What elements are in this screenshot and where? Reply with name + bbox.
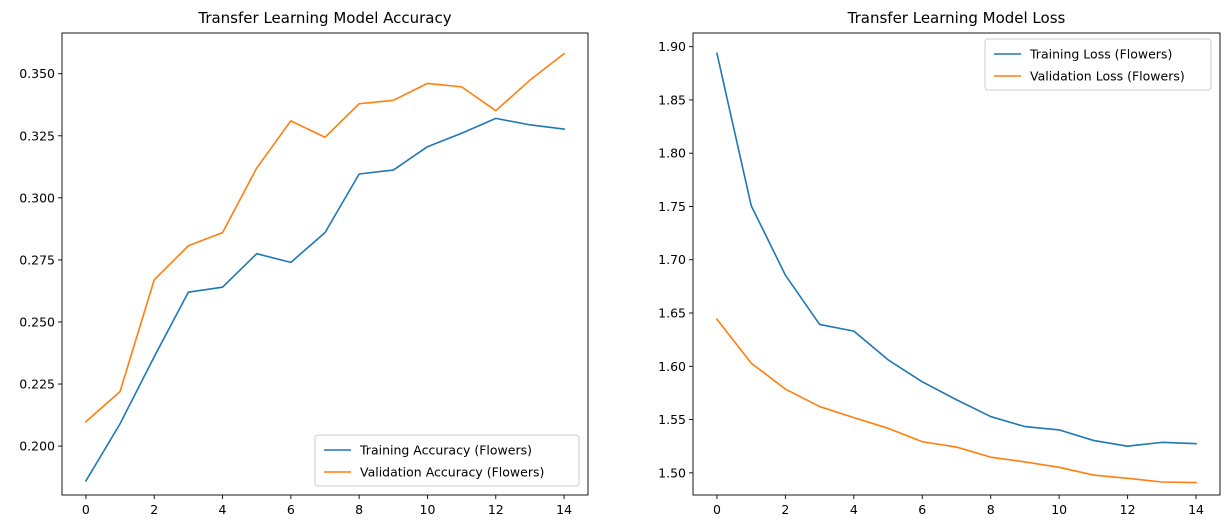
- loss-y-tick-label: 1.55: [658, 412, 686, 427]
- accuracy-x-tick-label: 12: [488, 502, 504, 517]
- accuracy-y-tick-label: 0.250: [19, 314, 55, 329]
- accuracy-x-tick-label: 2: [150, 502, 158, 517]
- accuracy-y-tick-label: 0.350: [19, 66, 55, 81]
- loss-legend-box: [984, 38, 1212, 91]
- accuracy-y-tick-label: 0.325: [19, 128, 55, 143]
- loss-x-tick-label: 10: [1051, 502, 1067, 517]
- loss-series-line-validation: [715, 318, 1197, 484]
- loss-series-line-training: [715, 52, 1197, 448]
- loss-x-tick-label: 14: [1188, 502, 1204, 517]
- loss-y-tick-label: 1.80: [658, 146, 686, 161]
- loss-x-tick-label: 6: [918, 502, 926, 517]
- loss-chart-panel: Transfer Learning Model Loss 0 2 4 6 8 10 12 14 1…: [658, 9, 1221, 517]
- accuracy-x-tick-label: 14: [556, 502, 572, 517]
- accuracy-series-line-validation: [84, 52, 566, 423]
- loss-x-tick-label: 0: [713, 502, 721, 517]
- loss-plot-frame: [692, 32, 1221, 496]
- accuracy-y-tick-label: 0.200: [19, 439, 55, 454]
- loss-y-tick-label: 1.50: [658, 465, 686, 480]
- loss-y-tick-label: 1.75: [658, 199, 686, 214]
- loss-y-tick-label: 1.90: [658, 39, 686, 54]
- accuracy-chart-title: Transfer Learning Model Accuracy: [197, 9, 451, 27]
- loss-y-tick-label: 1.65: [658, 306, 686, 321]
- accuracy-legend-label-validation: Validation Accuracy (Flowers): [360, 465, 544, 480]
- accuracy-x-tick-label: 6: [287, 502, 295, 517]
- loss-x-tick-label: 4: [850, 502, 858, 517]
- loss-legend-label-validation: Validation Loss (Flowers): [1030, 69, 1185, 84]
- loss-x-tick-label: 12: [1120, 502, 1136, 517]
- accuracy-y-tick-label: 0.300: [19, 190, 55, 205]
- accuracy-x-tick-label: 10: [420, 502, 436, 517]
- loss-y-tick-label: 1.60: [658, 359, 686, 374]
- accuracy-chart-panel: Transfer Learning Model Accuracy 0 2 4 6 8 10 1…: [19, 9, 589, 517]
- accuracy-legend-label-training: Training Accuracy (Flowers): [359, 443, 532, 458]
- accuracy-plot-frame: [61, 32, 589, 496]
- accuracy-y-tick-label: 0.225: [19, 377, 55, 392]
- loss-x-tick-label: 2: [781, 502, 789, 517]
- accuracy-legend-box: [314, 434, 580, 487]
- accuracy-series-line-training: [84, 117, 565, 482]
- accuracy-y-tick-label: 0.275: [19, 252, 55, 267]
- loss-x-tick-label: 8: [987, 502, 995, 517]
- loss-chart-title: Transfer Learning Model Loss: [847, 9, 1066, 27]
- loss-legend: Training Loss (Flowers) Validation Loss (…: [984, 38, 1212, 91]
- loss-y-tick-label: 1.85: [658, 92, 686, 107]
- loss-legend-label-training: Training Loss (Flowers): [1029, 47, 1172, 62]
- loss-y-tick-label: 1.70: [658, 252, 686, 267]
- accuracy-x-tick-label: 8: [355, 502, 363, 517]
- accuracy-x-tick-label: 0: [82, 502, 90, 517]
- accuracy-x-tick-label: 4: [219, 502, 227, 517]
- accuracy-legend: Training Accuracy (Flowers) Validation Ac…: [314, 434, 580, 487]
